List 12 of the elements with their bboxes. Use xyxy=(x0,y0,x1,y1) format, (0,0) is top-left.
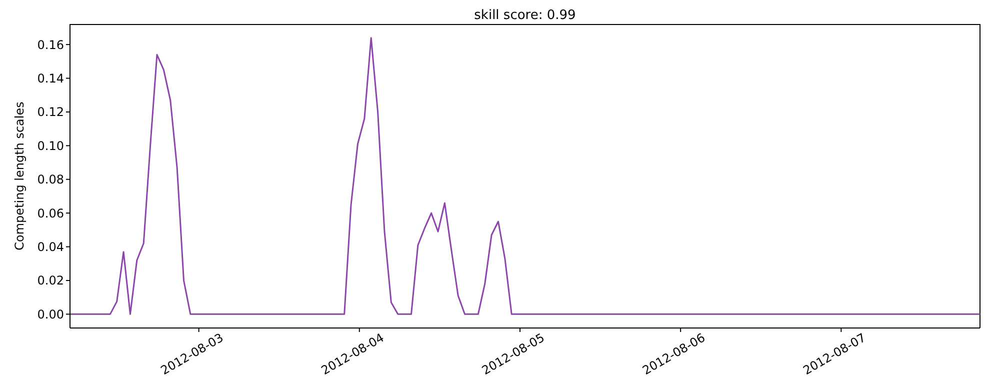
chart-title: skill score: 0.99 xyxy=(473,8,577,24)
y-tick-label: 0.00 xyxy=(37,307,64,322)
y-axis-title: Competing length scales xyxy=(12,102,26,250)
y-tick-label: 0.12 xyxy=(37,105,64,120)
y-tick-label: 0.14 xyxy=(37,72,64,86)
y-tick-label: 0.04 xyxy=(37,240,64,254)
y-tick-label: 0.08 xyxy=(37,172,64,187)
y-tick-label: 0.10 xyxy=(37,138,64,153)
line-series xyxy=(70,37,980,315)
y-tick-label: 0.02 xyxy=(37,274,64,288)
y-tick-label: 0.16 xyxy=(37,38,64,52)
y-tick-label: 0.06 xyxy=(37,206,64,220)
